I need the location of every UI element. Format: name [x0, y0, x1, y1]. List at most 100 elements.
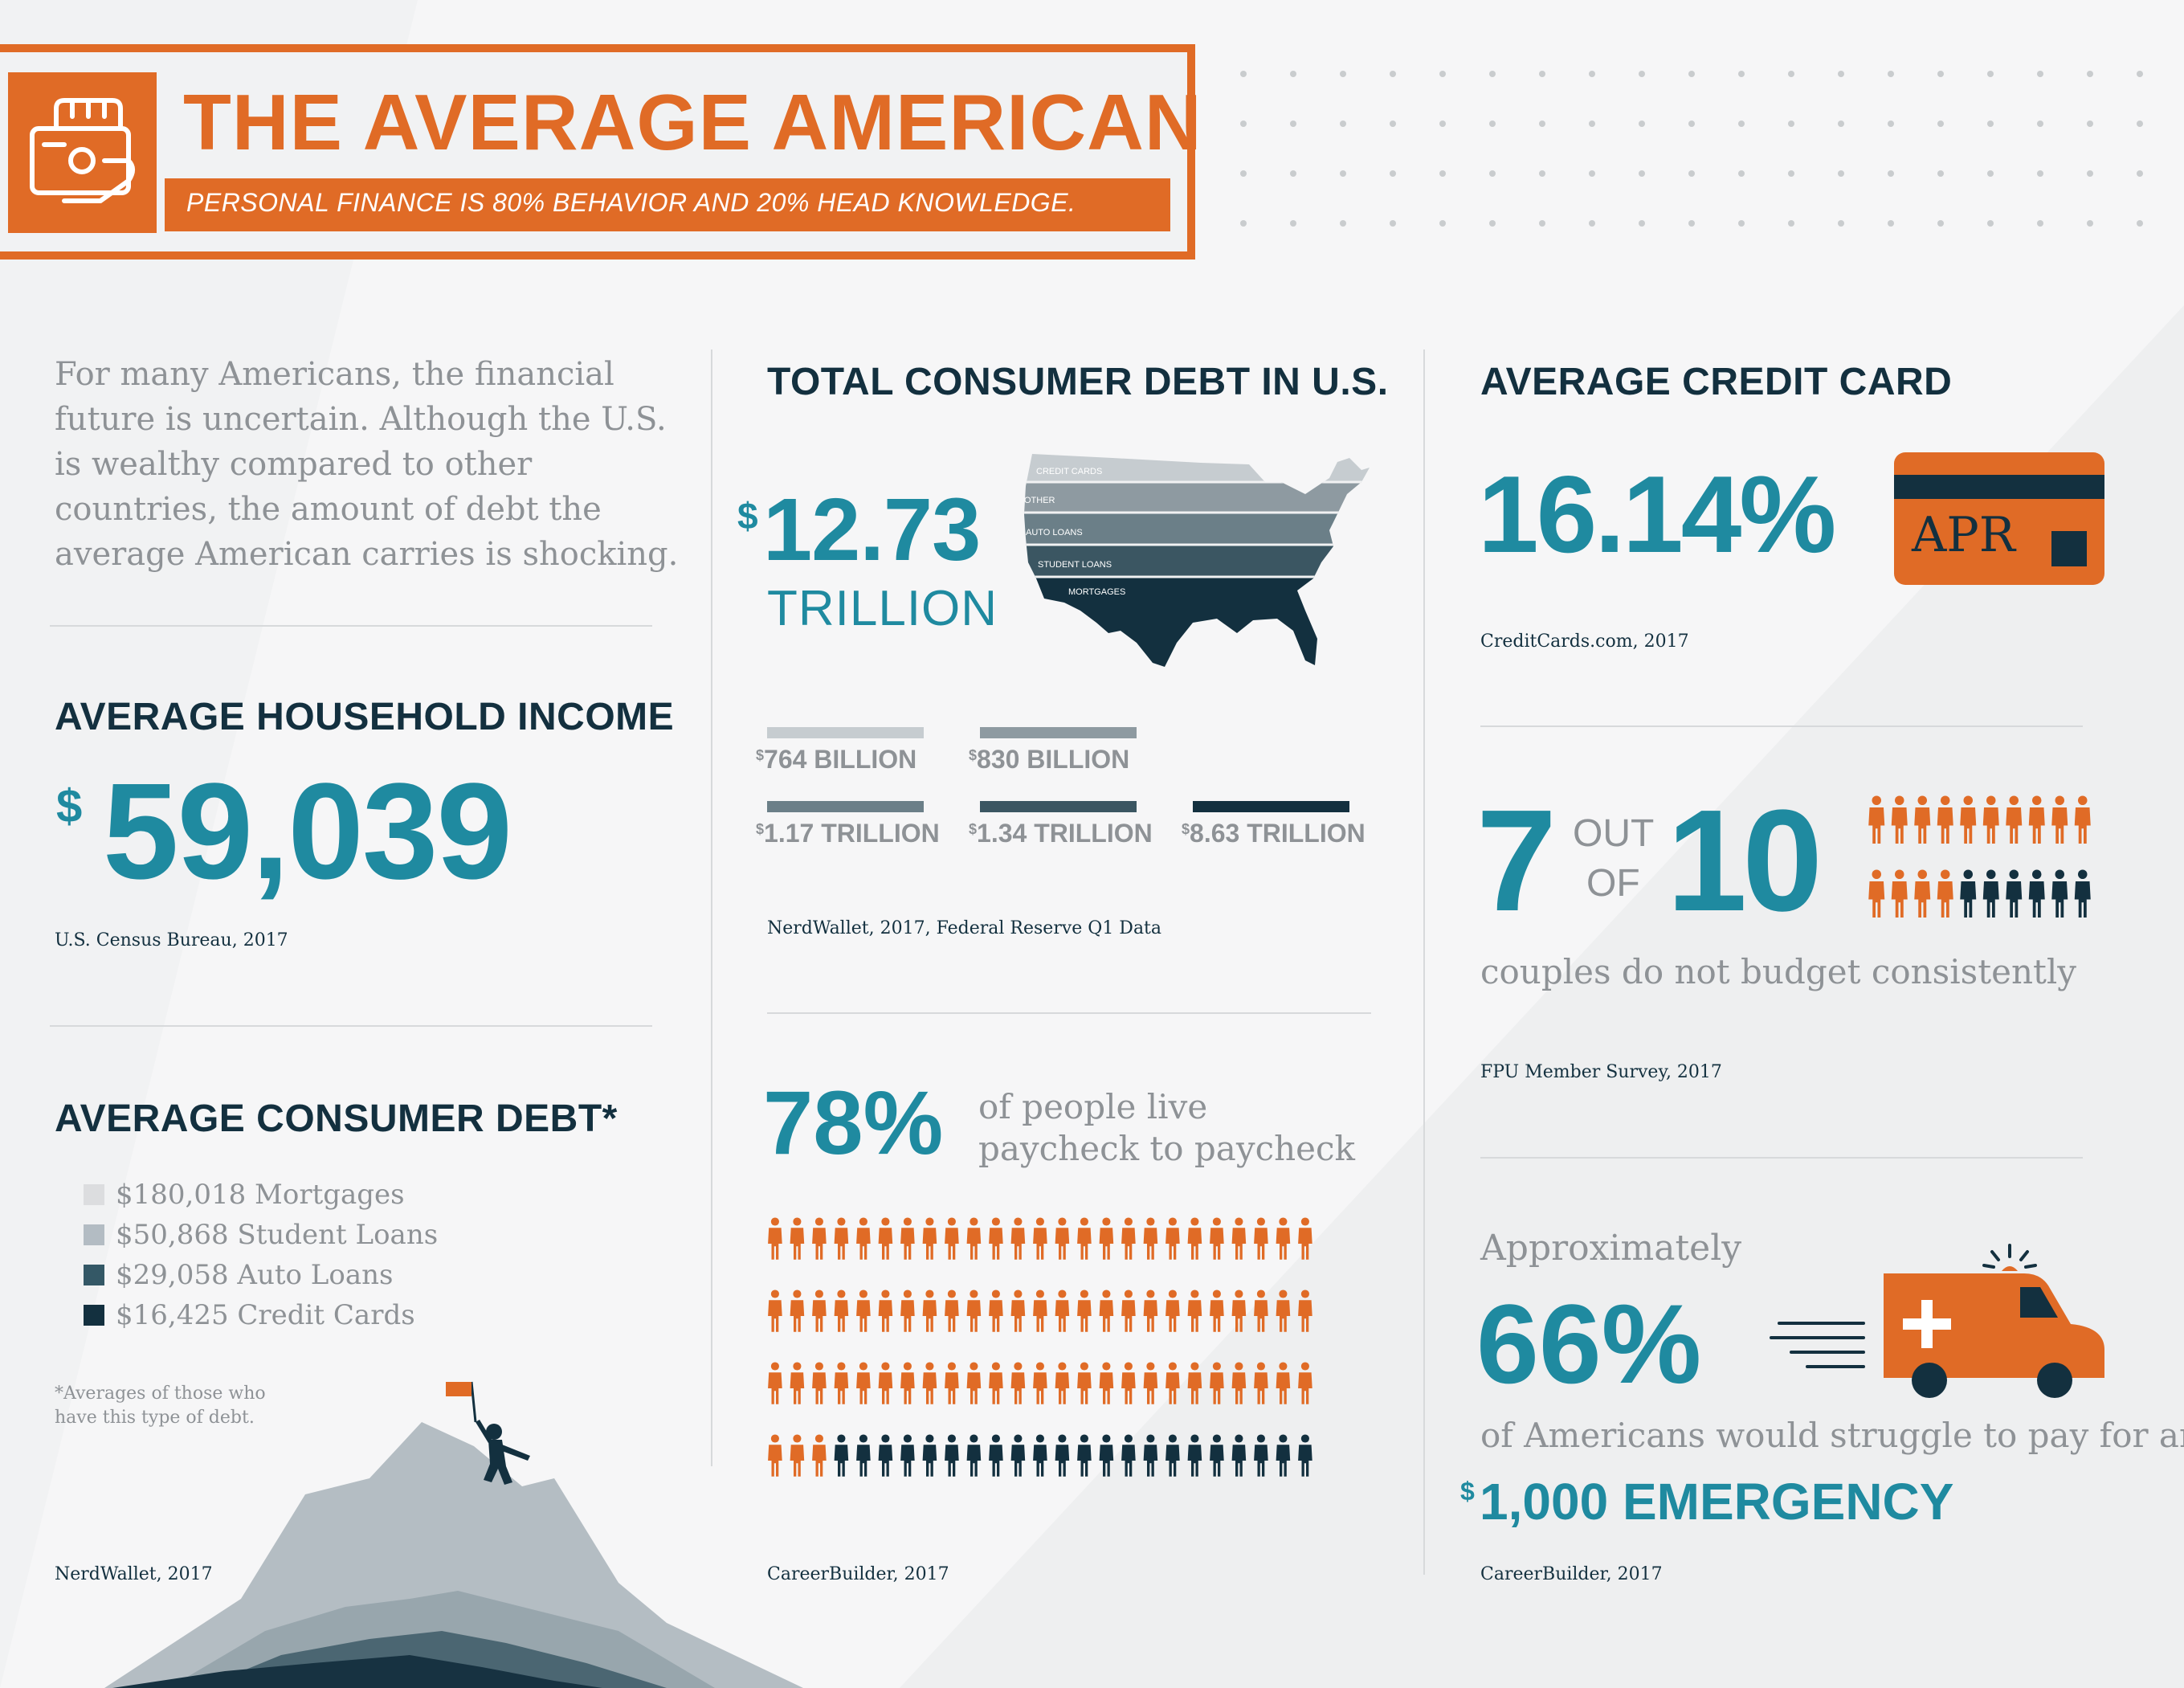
debt-bar-label: $830 BILLION — [969, 745, 1129, 775]
person-icon — [922, 1362, 937, 1404]
mountain-illustration — [104, 1381, 803, 1688]
decor-dot — [1788, 121, 1794, 127]
decor-dot — [1240, 121, 1247, 127]
person-icon — [989, 1362, 1003, 1404]
total-debt-source: NerdWallet, 2017, Federal Reserve Q1 Dat… — [767, 918, 1162, 938]
person-icon — [900, 1290, 915, 1332]
person-icon — [790, 1362, 805, 1404]
person-icon — [768, 1290, 782, 1332]
decor-dot — [1987, 220, 1994, 227]
subtitle-bar — [165, 178, 1170, 231]
person-icon — [922, 1290, 937, 1332]
credit-card-apr-value: 16.14% — [1478, 453, 1836, 575]
decor-dot — [1688, 220, 1695, 227]
person-icon — [878, 1290, 893, 1332]
person-icon — [1914, 795, 1931, 844]
decor-dot — [1888, 170, 1894, 177]
page-title: THE AVERAGE AMERICAN — [183, 78, 1202, 166]
divider-left-2 — [50, 1025, 652, 1027]
person-icon — [1298, 1362, 1312, 1404]
person-icon — [1210, 1217, 1224, 1260]
person-icon — [790, 1217, 805, 1260]
person-icon — [1099, 1290, 1114, 1332]
decor-dot — [2137, 170, 2143, 177]
person-icon — [790, 1434, 805, 1477]
budget-source: FPU Member Survey, 2017 — [1480, 1062, 1722, 1082]
person-icon — [1187, 1434, 1202, 1477]
decor-dot — [1788, 170, 1794, 177]
person-icon — [812, 1434, 827, 1477]
decor-dot — [1390, 170, 1396, 177]
ambulance-icon — [1770, 1244, 2104, 1398]
decor-dot — [1987, 170, 1994, 177]
decor-dot — [1489, 71, 1496, 77]
person-icon — [900, 1362, 915, 1404]
person-icon — [989, 1290, 1003, 1332]
person-icon — [1143, 1217, 1158, 1260]
decor-dot — [1390, 121, 1396, 127]
person-icon — [2074, 869, 2091, 918]
person-icon — [1982, 869, 1999, 918]
person-icon — [878, 1362, 893, 1404]
debt-bar-currency: $ — [756, 747, 765, 763]
map-label: CREDIT CARDS — [1036, 467, 1102, 476]
paycheck-text-line-1: of people live — [978, 1087, 1208, 1126]
person-icon — [1033, 1362, 1047, 1404]
dot-pattern — [1240, 71, 2143, 227]
person-icon — [1055, 1434, 1070, 1477]
decor-dot — [1688, 71, 1695, 77]
decor-dot — [2087, 220, 2093, 227]
person-icon — [900, 1434, 915, 1477]
decor-dot — [1340, 220, 1346, 227]
decor-dot — [1340, 71, 1346, 77]
decor-dot — [1738, 121, 1745, 127]
decor-dot — [1888, 71, 1894, 77]
total-debt-title: TOTAL CONSUMER DEBT IN U.S. — [767, 361, 1389, 403]
decor-dot — [1439, 220, 1446, 227]
decor-dot — [1738, 220, 1745, 227]
decor-dot — [1340, 170, 1346, 177]
divider-right-1 — [1480, 725, 2083, 727]
person-icon — [1143, 1290, 1158, 1332]
person-icon — [1254, 1434, 1268, 1477]
map-label: AUTO LOANS — [1026, 528, 1083, 537]
person-icon — [922, 1434, 937, 1477]
decor-dot — [1738, 170, 1745, 177]
hand-money-icon — [8, 72, 157, 233]
household-income-value: 59,039 — [103, 755, 512, 908]
person-icon — [1914, 869, 1931, 918]
person-icon — [1276, 1217, 1291, 1260]
person-icon — [812, 1362, 827, 1404]
decor-dot — [1987, 121, 1994, 127]
decor-dot — [1539, 121, 1545, 127]
debt-bar-currency: $ — [969, 747, 978, 763]
emergency-value: 66% — [1476, 1281, 1702, 1407]
person-icon — [2074, 795, 2091, 844]
person-icon — [834, 1362, 849, 1404]
person-icon — [1298, 1290, 1312, 1332]
person-icon — [1099, 1362, 1114, 1404]
decor-dot — [1539, 220, 1545, 227]
debt-bar-currency: $ — [969, 821, 978, 837]
debt-bar-currency: $ — [756, 821, 765, 837]
person-icon — [1010, 1217, 1026, 1260]
person-icon — [1165, 1217, 1180, 1260]
person-icon — [2028, 795, 2045, 844]
person-icon — [878, 1434, 893, 1477]
budget-text: couples do not budget consistently — [1480, 952, 2077, 991]
person-icon — [1254, 1290, 1268, 1332]
debt-bar-label: $1.17 TRILLION — [756, 819, 940, 848]
divider-right-2 — [1480, 1157, 2083, 1159]
us-debt-map: CREDIT CARDS OTHER AUTO LOANS STUDENT LOANS… — [1024, 454, 1370, 667]
paycheck-text-line-2: paycheck to paycheck — [978, 1129, 1355, 1168]
person-icon — [878, 1217, 893, 1260]
total-debt-unit: TRILLION — [767, 581, 998, 636]
debt-bar-label: $764 BILLION — [756, 745, 916, 775]
person-icon — [1010, 1290, 1026, 1332]
decor-dot — [1290, 220, 1296, 227]
map-label: MORTGAGES — [1068, 587, 1125, 597]
legend-label: $16,425 Credit Cards — [116, 1299, 415, 1331]
budget-numerator: 7 — [1476, 780, 1557, 942]
person-icon — [1077, 1217, 1092, 1260]
